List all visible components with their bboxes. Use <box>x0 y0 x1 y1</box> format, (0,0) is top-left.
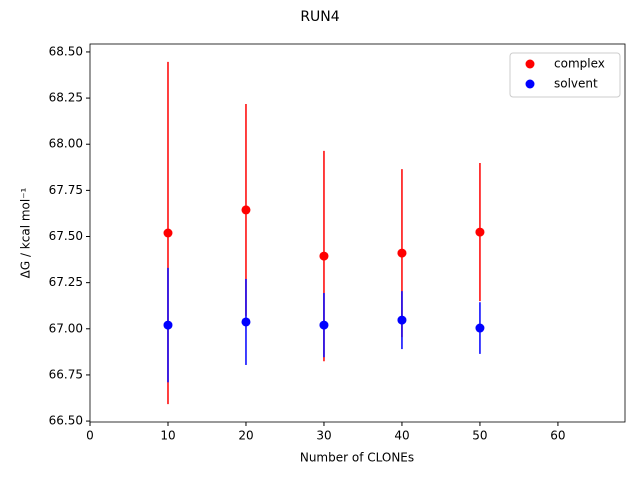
legend-label: complex <box>554 57 605 71</box>
chart-title: RUN4 <box>300 9 339 25</box>
data-point <box>475 227 485 237</box>
y-axis-label: ΔG / kcal mol⁻¹ <box>19 187 33 278</box>
x-tick-label: 0 <box>86 429 94 443</box>
x-tick-label: 60 <box>550 429 565 443</box>
y-tick-label: 67.25 <box>49 275 83 289</box>
y-tick-label: 66.75 <box>49 367 83 381</box>
x-tick-label: 50 <box>472 429 487 443</box>
data-point <box>241 205 251 215</box>
data-point <box>319 320 329 330</box>
y-tick-label: 67.00 <box>49 321 83 335</box>
y-tick-label: 68.50 <box>49 44 83 58</box>
legend-marker <box>525 59 535 69</box>
x-tick-label: 40 <box>394 429 409 443</box>
x-tick-label: 20 <box>238 429 253 443</box>
data-point <box>397 248 407 258</box>
y-tick-label: 68.25 <box>49 91 83 105</box>
x-tick-label: 10 <box>160 429 175 443</box>
legend-marker <box>525 79 535 89</box>
data-point <box>475 323 485 333</box>
x-tick-label: 30 <box>316 429 331 443</box>
data-point <box>397 315 407 325</box>
data-point <box>241 317 251 327</box>
y-tick-label: 66.50 <box>49 414 83 428</box>
data-point <box>319 251 329 261</box>
y-tick-label: 67.75 <box>49 183 83 197</box>
data-point <box>163 228 173 238</box>
plot-frame <box>89 43 626 423</box>
x-axis-label: Number of CLONEs <box>300 451 414 465</box>
data-point <box>163 320 173 330</box>
legend-label: solvent <box>554 77 598 91</box>
legend-box <box>509 52 621 98</box>
y-tick-label: 67.50 <box>49 229 83 243</box>
y-tick-label: 68.00 <box>49 137 83 151</box>
